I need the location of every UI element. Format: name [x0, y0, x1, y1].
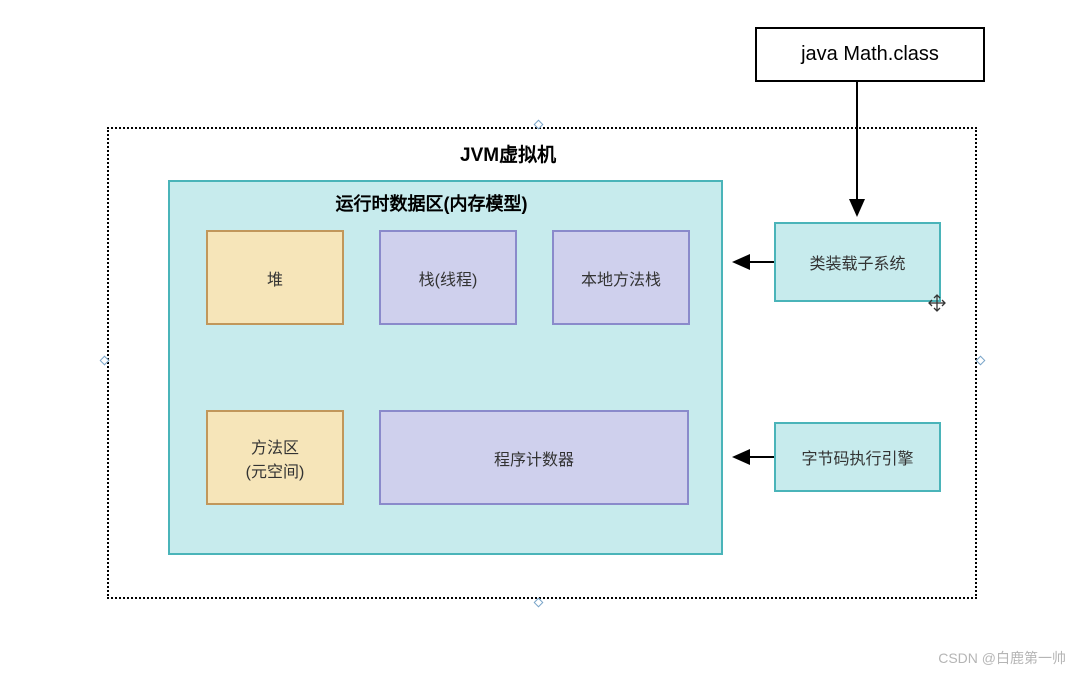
class-loader-box: 类装载子系统 — [774, 222, 941, 302]
method-area-box: 方法区 (元空间) — [206, 410, 344, 505]
program-counter-box: 程序计数器 — [379, 410, 689, 505]
move-cursor-icon — [928, 294, 946, 312]
class-loader-label: 类装载子系统 — [809, 250, 905, 274]
native-method-stack-label: 本地方法栈 — [581, 266, 661, 290]
native-method-stack-box: 本地方法栈 — [552, 230, 690, 325]
runtime-data-area-title: 运行时数据区(内存模型) — [336, 190, 528, 216]
method-area-line1: 方法区 — [246, 434, 305, 458]
program-counter-label: 程序计数器 — [494, 446, 574, 470]
execution-engine-box: 字节码执行引擎 — [774, 422, 941, 492]
selection-handle-bottom[interactable] — [534, 598, 544, 608]
execution-engine-label: 字节码执行引擎 — [801, 445, 913, 469]
heap-box: 堆 — [206, 230, 344, 325]
method-area-line2: (元空间) — [246, 458, 305, 482]
heap-label: 堆 — [267, 266, 283, 290]
stack-label: 栈(线程) — [419, 266, 478, 290]
method-area-label: 方法区 (元空间) — [246, 434, 305, 482]
jvm-title: JVM虚拟机 — [460, 140, 556, 167]
selection-handle-right[interactable] — [976, 356, 986, 366]
stack-box: 栈(线程) — [379, 230, 517, 325]
java-class-box: java Math.class — [755, 27, 985, 82]
watermark: CSDN @白鹿第一帅 — [938, 648, 1066, 668]
java-class-label: java Math.class — [801, 43, 939, 66]
